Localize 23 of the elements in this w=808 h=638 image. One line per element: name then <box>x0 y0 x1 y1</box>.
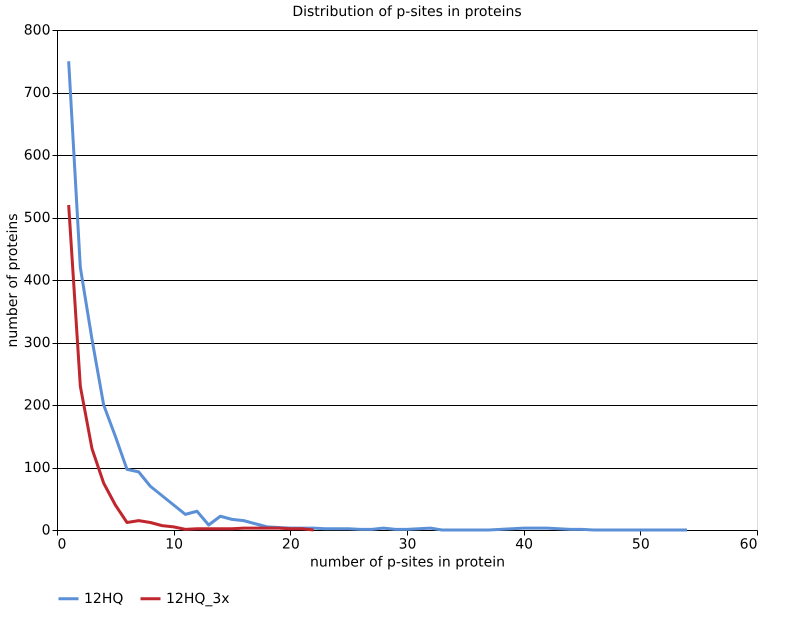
legend-label: 12HQ_3x <box>166 590 230 607</box>
chart-title: Distribution of p-sites in proteins <box>292 4 522 20</box>
x-tick-label: 30 <box>398 536 416 552</box>
x-tick-label: 40 <box>515 536 534 552</box>
x-tick-label: 20 <box>282 536 300 552</box>
y-tick-label: 0 <box>42 522 50 538</box>
y-tick-label: 800 <box>24 22 50 38</box>
y-tick-label: 300 <box>24 335 50 351</box>
x-tick-label: 10 <box>165 536 184 552</box>
y-tick-label: 500 <box>24 210 50 226</box>
x-tick-label: 60 <box>740 536 758 552</box>
y-axis-title: number of proteins <box>4 213 21 348</box>
x-tick-label: 50 <box>632 536 650 552</box>
y-tick-label: 100 <box>24 460 50 476</box>
y-tick-label: 600 <box>24 148 50 164</box>
line-series <box>67 204 316 532</box>
x-tick-label: 0 <box>58 536 66 552</box>
y-tick-label: 400 <box>24 272 50 288</box>
y-tick-label: 700 <box>24 85 50 101</box>
legend-label: 12HQ <box>84 590 124 607</box>
y-tick-label: 200 <box>24 398 50 414</box>
line-series <box>67 60 688 532</box>
x-axis-title: number of p-sites in protein <box>310 554 505 570</box>
